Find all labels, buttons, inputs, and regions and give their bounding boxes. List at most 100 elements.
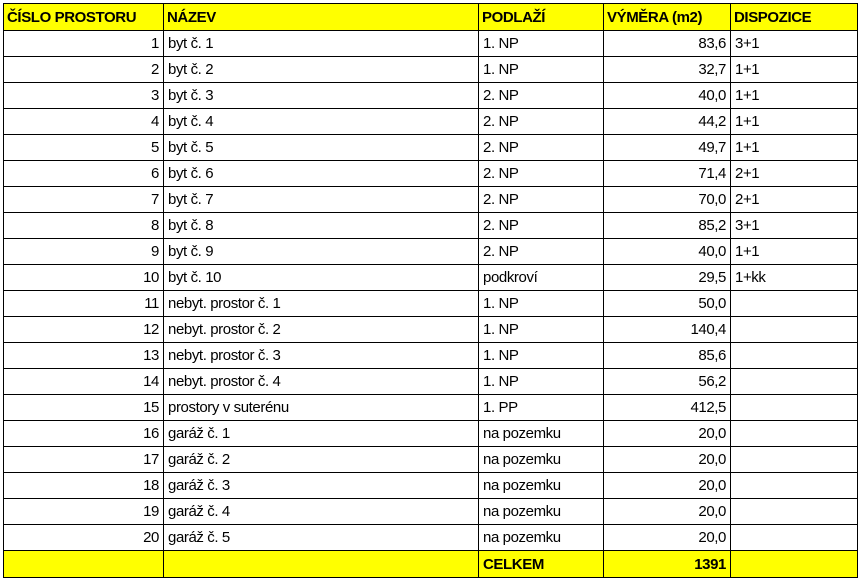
cell-vymera: 49,7: [603, 134, 731, 161]
cell-vymera: 20,0: [603, 524, 731, 551]
total-empty-3: [730, 550, 858, 578]
cell-nazev: nebyt. prostor č. 2: [163, 316, 479, 343]
cell-podlazi: 1. NP: [478, 342, 604, 369]
cell-nazev: prostory v suterénu: [163, 394, 479, 421]
cell-vymera: 20,0: [603, 472, 731, 499]
cell-vymera: 32,7: [603, 56, 731, 83]
cell-nazev: byt č. 2: [163, 56, 479, 83]
total-label: CELKEM: [478, 550, 604, 578]
cell-podlazi: 1. NP: [478, 290, 604, 317]
header-nazev: NÁZEV: [163, 3, 479, 31]
cell-vymera: 20,0: [603, 446, 731, 473]
total-empty-1: [3, 550, 164, 578]
cell-vymera: 56,2: [603, 368, 731, 395]
table-row: 9 byt č. 9 2. NP 40,0 1+1: [3, 238, 858, 265]
cell-cislo: 7: [3, 186, 164, 213]
table-row: 16 garáž č. 1 na pozemku 20,0: [3, 420, 858, 447]
cell-dispozice: 2+1: [730, 186, 858, 213]
cell-vymera: 83,6: [603, 30, 731, 57]
table-row: 2 byt č. 2 1. NP 32,7 1+1: [3, 56, 858, 83]
total-value: 1391: [603, 550, 731, 578]
cell-cislo: 19: [3, 498, 164, 525]
cell-podlazi: na pozemku: [478, 420, 604, 447]
cell-vymera: 44,2: [603, 108, 731, 135]
cell-podlazi: 2. NP: [478, 212, 604, 239]
cell-vymera: 412,5: [603, 394, 731, 421]
cell-cislo: 20: [3, 524, 164, 551]
cell-dispozice: 1+1: [730, 238, 858, 265]
cell-podlazi: 2. NP: [478, 134, 604, 161]
table-row: 15 prostory v suterénu 1. PP 412,5: [3, 394, 858, 421]
table-row: 3 byt č. 3 2. NP 40,0 1+1: [3, 82, 858, 109]
cell-vymera: 40,0: [603, 82, 731, 109]
cell-nazev: byt č. 10: [163, 264, 479, 291]
header-vymera: VÝMĚRA (m2): [603, 3, 731, 31]
cell-podlazi: podkroví: [478, 264, 604, 291]
cell-nazev: garáž č. 4: [163, 498, 479, 525]
cell-cislo: 5: [3, 134, 164, 161]
cell-nazev: byt č. 5: [163, 134, 479, 161]
cell-dispozice: [730, 420, 858, 447]
table-row: 18 garáž č. 3 na pozemku 20,0: [3, 472, 858, 499]
cell-dispozice: [730, 394, 858, 421]
cell-dispozice: 1+1: [730, 82, 858, 109]
cell-nazev: garáž č. 2: [163, 446, 479, 473]
cell-podlazi: 2. NP: [478, 186, 604, 213]
table-row: 7 byt č. 7 2. NP 70,0 2+1: [3, 186, 858, 213]
cell-dispozice: [730, 316, 858, 343]
cell-vymera: 85,2: [603, 212, 731, 239]
cell-vymera: 40,0: [603, 238, 731, 265]
table-row: 10 byt č. 10 podkroví 29,5 1+kk: [3, 264, 858, 291]
cell-vymera: 20,0: [603, 498, 731, 525]
cell-vymera: 85,6: [603, 342, 731, 369]
cell-dispozice: 1+1: [730, 108, 858, 135]
table-row: 14 nebyt. prostor č. 4 1. NP 56,2: [3, 368, 858, 395]
table-row: 4 byt č. 4 2. NP 44,2 1+1: [3, 108, 858, 135]
cell-podlazi: na pozemku: [478, 446, 604, 473]
cell-cislo: 1: [3, 30, 164, 57]
cell-dispozice: [730, 446, 858, 473]
cell-dispozice: [730, 524, 858, 551]
cell-cislo: 10: [3, 264, 164, 291]
cell-vymera: 140,4: [603, 316, 731, 343]
cell-nazev: garáž č. 3: [163, 472, 479, 499]
cell-podlazi: 1. NP: [478, 316, 604, 343]
cell-podlazi: 1. NP: [478, 368, 604, 395]
cell-vymera: 29,5: [603, 264, 731, 291]
cell-cislo: 12: [3, 316, 164, 343]
cell-nazev: garáž č. 5: [163, 524, 479, 551]
cell-nazev: byt č. 7: [163, 186, 479, 213]
cell-nazev: byt č. 4: [163, 108, 479, 135]
cell-cislo: 14: [3, 368, 164, 395]
table-row: 20 garáž č. 5 na pozemku 20,0: [3, 524, 858, 551]
cell-nazev: byt č. 8: [163, 212, 479, 239]
cell-podlazi: na pozemku: [478, 472, 604, 499]
cell-podlazi: 1. NP: [478, 30, 604, 57]
cell-dispozice: [730, 498, 858, 525]
table-row: 13 nebyt. prostor č. 3 1. NP 85,6: [3, 342, 858, 369]
cell-cislo: 13: [3, 342, 164, 369]
cell-podlazi: na pozemku: [478, 498, 604, 525]
cell-dispozice: [730, 472, 858, 499]
cell-podlazi: 2. NP: [478, 82, 604, 109]
table-row: 11 nebyt. prostor č. 1 1. NP 50,0: [3, 290, 858, 317]
cell-nazev: byt č. 3: [163, 82, 479, 109]
table-row: 8 byt č. 8 2. NP 85,2 3+1: [3, 212, 858, 239]
cell-nazev: nebyt. prostor č. 3: [163, 342, 479, 369]
cell-podlazi: 2. NP: [478, 238, 604, 265]
table-row: 5 byt č. 5 2. NP 49,7 1+1: [3, 134, 858, 161]
cell-dispozice: [730, 342, 858, 369]
cell-cislo: 18: [3, 472, 164, 499]
cell-cislo: 8: [3, 212, 164, 239]
cell-dispozice: 1+kk: [730, 264, 858, 291]
cell-vymera: 71,4: [603, 160, 731, 187]
cell-nazev: byt č. 9: [163, 238, 479, 265]
cell-cislo: 3: [3, 82, 164, 109]
cell-podlazi: na pozemku: [478, 524, 604, 551]
table-row: 17 garáž č. 2 na pozemku 20,0: [3, 446, 858, 473]
cell-cislo: 11: [3, 290, 164, 317]
cell-dispozice: [730, 290, 858, 317]
cell-dispozice: 1+1: [730, 56, 858, 83]
cell-vymera: 50,0: [603, 290, 731, 317]
cell-dispozice: 3+1: [730, 30, 858, 57]
